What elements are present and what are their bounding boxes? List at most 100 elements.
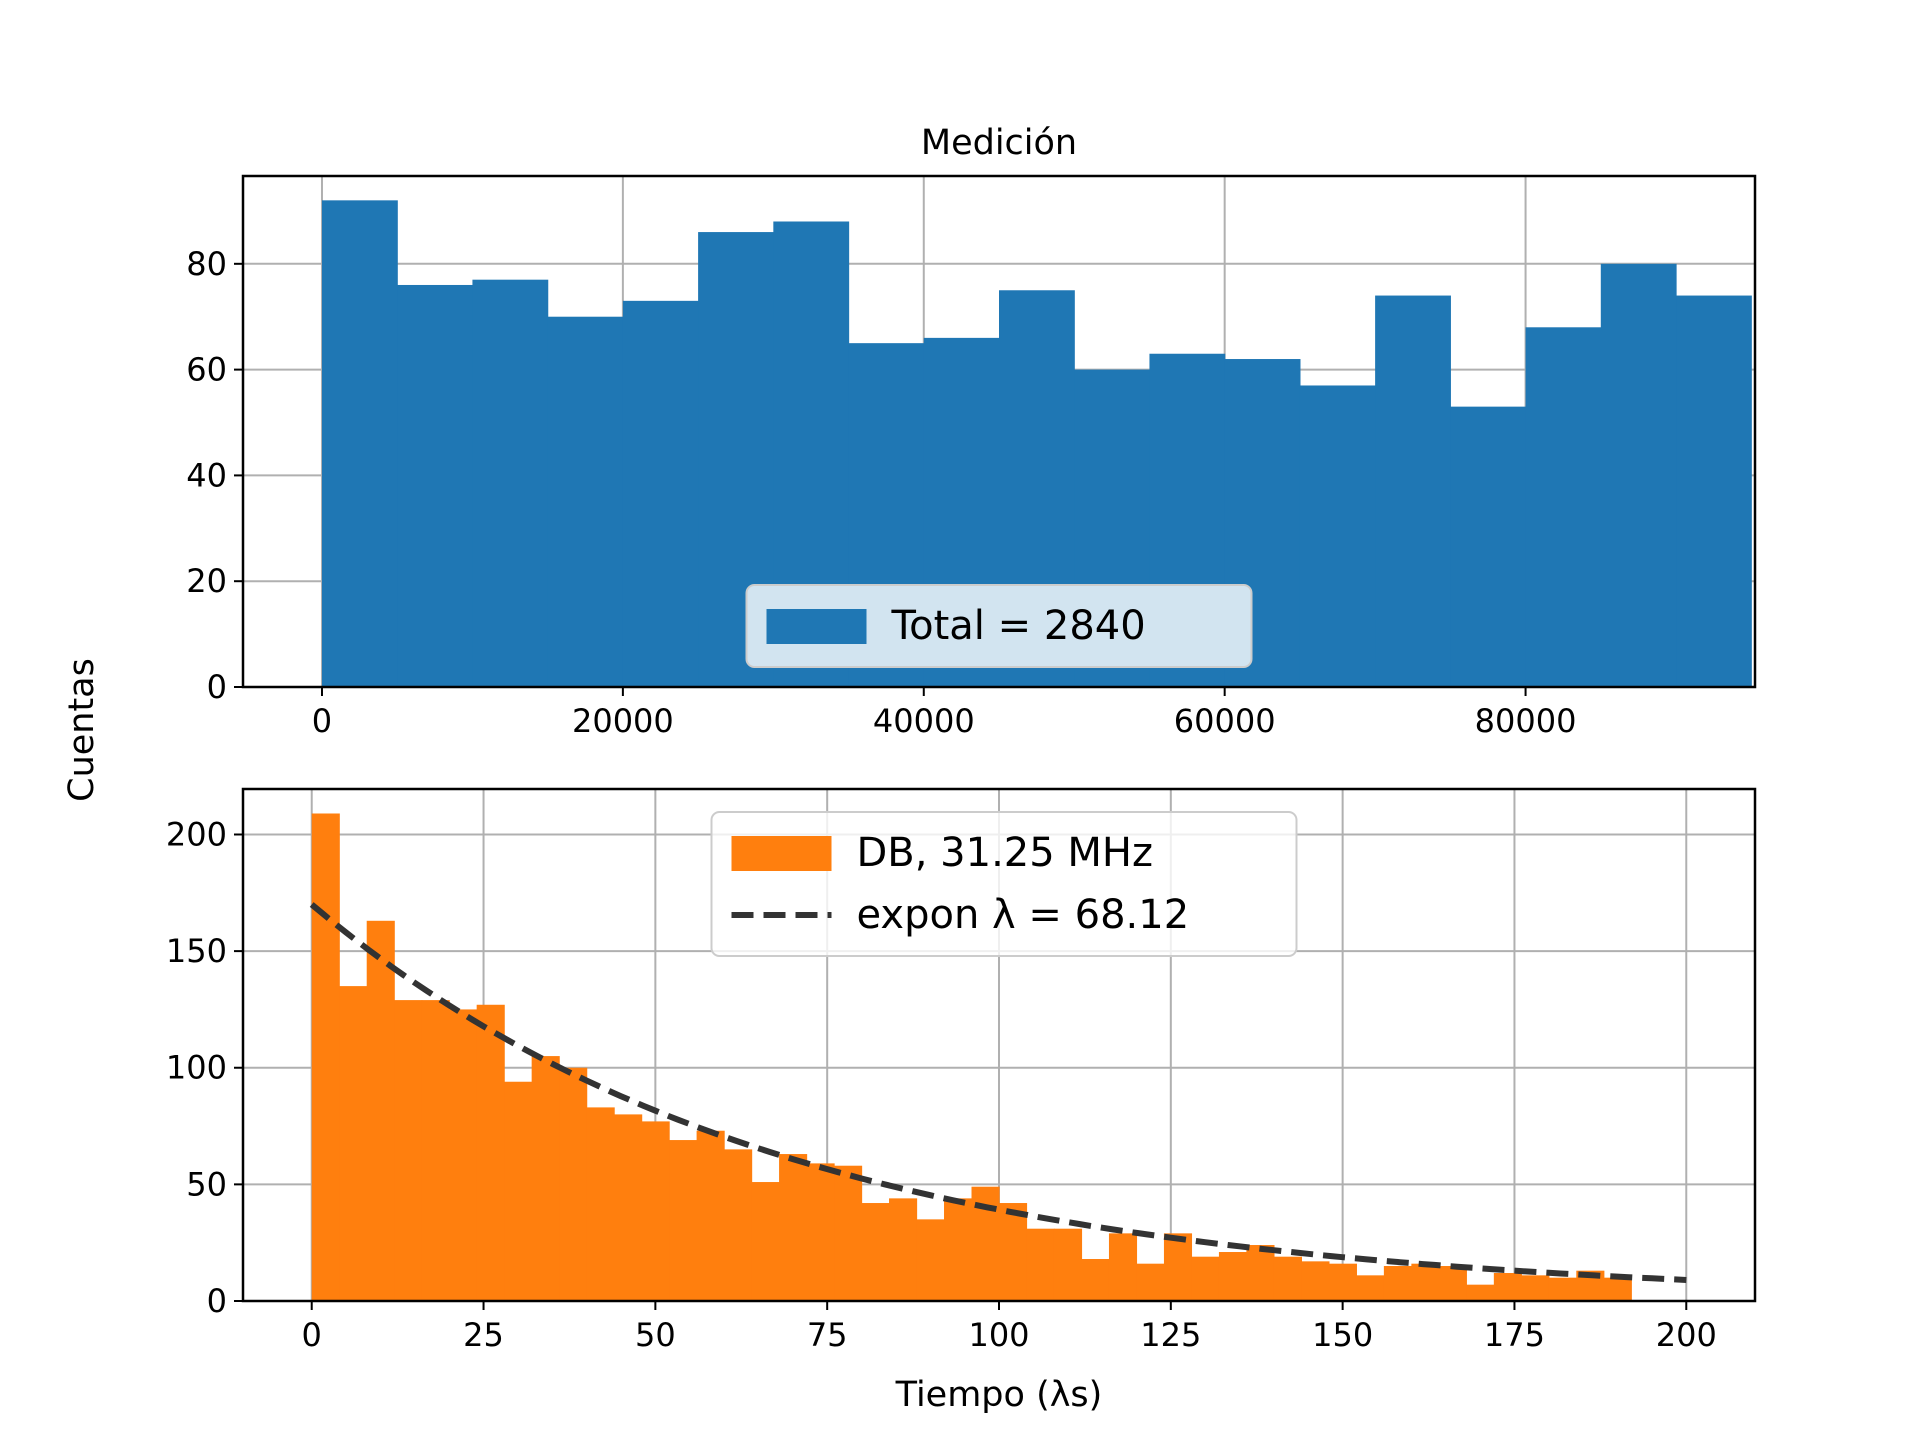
top-x-ticks: 0 20000 40000 60000 80000 xyxy=(312,687,1577,740)
bottom-histogram-bar xyxy=(889,1198,918,1301)
bottom-histogram-bar xyxy=(1053,1228,1083,1301)
bottom-histogram-bar xyxy=(1108,1233,1138,1301)
top-x-tick-label: 0 xyxy=(312,702,332,740)
bottom-histogram-bar xyxy=(724,1149,753,1301)
bottom-legend-swatch xyxy=(731,836,832,871)
bottom-legend-label: DB, 31.25 MHz xyxy=(857,830,1153,876)
top-y-tick-label: 40 xyxy=(186,456,227,494)
bottom-histogram-bar xyxy=(779,1154,808,1301)
top-x-tick-label: 40000 xyxy=(873,702,975,740)
top-y-tick-label: 20 xyxy=(186,562,227,600)
bottom-histogram-bar xyxy=(806,1163,835,1301)
bottom-histogram-bar xyxy=(531,1056,560,1301)
bottom-histogram-bar xyxy=(1466,1284,1495,1301)
bottom-histogram-bar xyxy=(1136,1263,1165,1301)
bottom-legend: DB, 31.25 MHz expon λ = 68.12 xyxy=(710,811,1298,957)
bottom-x-tick-label: 150 xyxy=(1312,1316,1373,1354)
bottom-histogram-bars xyxy=(311,813,1632,1301)
top-histogram-bar xyxy=(1600,263,1677,687)
bottom-histogram-bar xyxy=(614,1114,643,1301)
bottom-histogram-bar xyxy=(916,1219,945,1301)
top-legend-label: Total = 2840 xyxy=(891,603,1146,649)
top-histogram-bar xyxy=(1676,295,1752,687)
bottom-histogram-bar xyxy=(751,1182,780,1301)
bottom-histogram-bar xyxy=(339,986,368,1301)
bottom-histogram-bar xyxy=(311,813,340,1301)
bottom-x-tick-label: 0 xyxy=(302,1316,322,1354)
bottom-histogram-bar xyxy=(449,1009,478,1301)
bottom-histogram-panel: 0 25 50 75 100 125 150 175 200 0 50 100 150 200 Tiem… xyxy=(166,787,1757,1415)
top-x-tick-label: 60000 xyxy=(1174,702,1276,740)
bottom-histogram-bar xyxy=(1438,1266,1467,1301)
top-legend: Total = 2840 xyxy=(745,584,1253,668)
bottom-x-tick-label: 125 xyxy=(1140,1316,1201,1354)
bottom-histogram-bar xyxy=(834,1165,863,1301)
top-histogram-bar xyxy=(1450,406,1527,687)
top-histogram-bar xyxy=(321,200,398,688)
bottom-histogram-bar xyxy=(1383,1266,1412,1301)
bottom-histogram-bar xyxy=(421,1000,450,1301)
top-histogram-bar xyxy=(622,300,699,687)
top-x-tick-label: 80000 xyxy=(1475,702,1577,740)
bottom-x-tick-label: 50 xyxy=(635,1316,676,1354)
bottom-histogram-bar xyxy=(1273,1256,1302,1301)
bottom-x-tick-label: 25 xyxy=(463,1316,504,1354)
bottom-histogram-bar xyxy=(1411,1263,1440,1301)
bottom-y-tick-label: 50 xyxy=(186,1165,227,1203)
bottom-histogram-bar xyxy=(1301,1261,1330,1301)
bottom-legend-label: expon λ = 68.12 xyxy=(857,892,1190,938)
top-y-tick-label: 60 xyxy=(186,351,227,389)
top-histogram-bar xyxy=(1525,327,1602,687)
bottom-histogram-bar xyxy=(1191,1256,1220,1301)
bottom-histogram-bar xyxy=(1026,1228,1055,1301)
bottom-y-tick-label: 100 xyxy=(166,1049,227,1087)
bottom-y-tick-label: 200 xyxy=(166,815,227,853)
top-histogram-bar xyxy=(1375,295,1451,687)
bottom-histogram-bar xyxy=(1603,1277,1632,1301)
top-axes-frame xyxy=(241,174,1757,689)
bottom-histogram-bar xyxy=(1521,1275,1550,1301)
bottom-x-tick-label: 100 xyxy=(968,1316,1029,1354)
bottom-histogram-bar xyxy=(1218,1252,1248,1301)
top-histogram-bar xyxy=(472,279,549,687)
top-histogram-bar xyxy=(547,316,624,687)
top-histogram-bar xyxy=(397,284,474,687)
bottom-histogram-bar xyxy=(696,1130,725,1301)
bottom-histogram-bar xyxy=(1548,1277,1577,1301)
top-y-tick-label: 0 xyxy=(207,668,227,706)
top-y-tick-label: 80 xyxy=(186,245,227,283)
bottom-fit-line-layer xyxy=(309,902,1687,1283)
bottom-y-ticks: 0 50 100 150 200 xyxy=(166,815,243,1320)
bottom-x-tick-label: 200 xyxy=(1656,1316,1717,1354)
bottom-x-tick-label: 175 xyxy=(1484,1316,1545,1354)
bottom-exponential-fit-line xyxy=(309,902,1687,1283)
bottom-histogram-bar xyxy=(999,1203,1028,1301)
bottom-histogram-bar xyxy=(394,1000,423,1301)
shared-y-axis-label: Cuentas xyxy=(62,658,102,802)
bottom-histogram-bar xyxy=(1328,1263,1357,1301)
top-legend-box xyxy=(745,584,1253,668)
bottom-y-tick-label: 0 xyxy=(207,1282,227,1320)
bottom-histogram-bar xyxy=(1163,1233,1193,1301)
bottom-histogram-bar xyxy=(1493,1273,1522,1301)
bottom-histogram-bar xyxy=(366,920,395,1301)
top-x-tick-label: 20000 xyxy=(572,702,674,740)
bottom-y-tick-label: 150 xyxy=(166,932,227,970)
bottom-histogram-bar xyxy=(944,1198,973,1301)
bottom-x-tick-label: 75 xyxy=(807,1316,848,1354)
top-y-ticks: 0 20 40 60 80 xyxy=(186,245,243,706)
bottom-histogram-bar xyxy=(559,1067,588,1301)
top-histogram-panel: 0 20000 40000 60000 80000 0 20 40 60 80 Medición… xyxy=(186,123,1757,740)
bottom-histogram-bar xyxy=(669,1140,698,1301)
bottom-histogram-bar xyxy=(1246,1245,1275,1301)
bottom-histogram-bar xyxy=(1356,1275,1385,1301)
bottom-histogram-bar xyxy=(586,1107,615,1301)
bottom-histogram-bar xyxy=(1081,1259,1110,1301)
top-chart-title: Medición xyxy=(921,123,1077,163)
bottom-legend-box xyxy=(710,811,1298,957)
bottom-x-axis-label: Tiempo (λs) xyxy=(895,1375,1103,1415)
top-legend-swatch xyxy=(766,609,867,644)
bottom-histogram-bar xyxy=(504,1081,533,1301)
top-histogram-bar xyxy=(1299,385,1376,687)
